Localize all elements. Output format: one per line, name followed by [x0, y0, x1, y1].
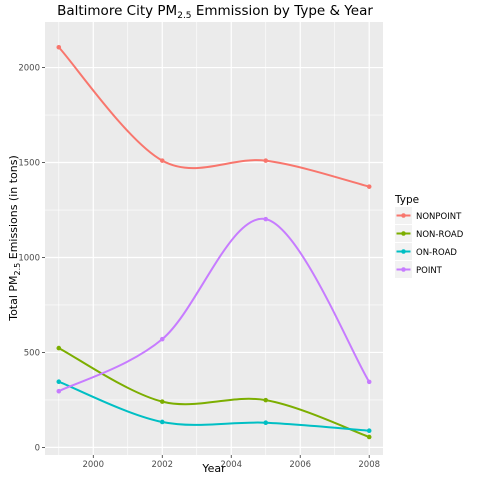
- legend-point-on-road: [401, 249, 406, 254]
- series-lines: [57, 46, 371, 438]
- y-axis-ticks: 0 500 1000 1500 2000: [18, 64, 45, 453]
- data-point-nonpoint: [159, 158, 165, 163]
- series-line-on-road: [57, 380, 371, 432]
- series-line-nonpoint: [57, 46, 371, 188]
- y-axis-title: Total PM2.5 Emissions (in tons): [7, 155, 22, 322]
- y-tick-label: 500: [24, 348, 40, 358]
- data-point-non-road: [56, 345, 62, 351]
- x-tick-label: 2004: [220, 460, 242, 470]
- y-tick-label: 2000: [18, 64, 40, 74]
- data-point-point: [263, 216, 269, 222]
- legend-point-non-road: [401, 231, 406, 236]
- x-tick-label: 2008: [358, 460, 380, 470]
- data-point-nonpoint: [366, 184, 372, 189]
- y-tick-label: 1000: [18, 253, 40, 263]
- legend-point-nonpoint: [401, 213, 406, 218]
- data-point-nonpoint: [263, 158, 269, 163]
- legend-label-non-road: NON-ROAD: [416, 230, 464, 240]
- legend-label-point: POINT: [416, 266, 443, 276]
- data-point-point: [159, 336, 165, 342]
- plot-panel: [45, 22, 383, 455]
- data-point-nonpoint: [56, 44, 62, 50]
- data-point-point: [56, 388, 62, 394]
- x-tick-label: 2002: [151, 460, 173, 470]
- legend: Type NONPOINT NON-ROAD ON-ROAD POINT: [394, 194, 464, 278]
- data-point-non-road: [159, 399, 165, 404]
- data-point-on-road: [366, 428, 372, 433]
- data-point-on-road: [56, 379, 62, 384]
- series-line-non-road: [57, 347, 371, 438]
- legend-label-on-road: ON-ROAD: [416, 248, 457, 258]
- major-gridlines: [45, 22, 383, 455]
- legend-point-point: [401, 267, 406, 272]
- y-tick-label: 1500: [18, 159, 40, 169]
- legend-title: Type: [394, 194, 419, 206]
- x-axis-title: Year: [201, 462, 226, 475]
- data-point-non-road: [366, 434, 372, 440]
- y-tick-label: 0: [35, 443, 40, 453]
- x-tick-label: 2000: [82, 460, 104, 470]
- x-axis-ticks: 2000 2002 2004 2006 2008: [82, 455, 380, 470]
- data-point-on-road: [159, 419, 165, 425]
- legend-items: NONPOINT NON-ROAD ON-ROAD POINT: [395, 207, 464, 278]
- series-line-point: [57, 218, 371, 393]
- chart-title: Baltimore City PM2.5 Emmission by Type &…: [57, 3, 373, 21]
- series-points: [56, 44, 372, 440]
- x-tick-label: 2006: [289, 460, 311, 470]
- legend-label-nonpoint: NONPOINT: [416, 212, 462, 222]
- data-point-non-road: [263, 397, 269, 403]
- data-point-on-road: [263, 420, 269, 426]
- data-point-point: [366, 379, 372, 385]
